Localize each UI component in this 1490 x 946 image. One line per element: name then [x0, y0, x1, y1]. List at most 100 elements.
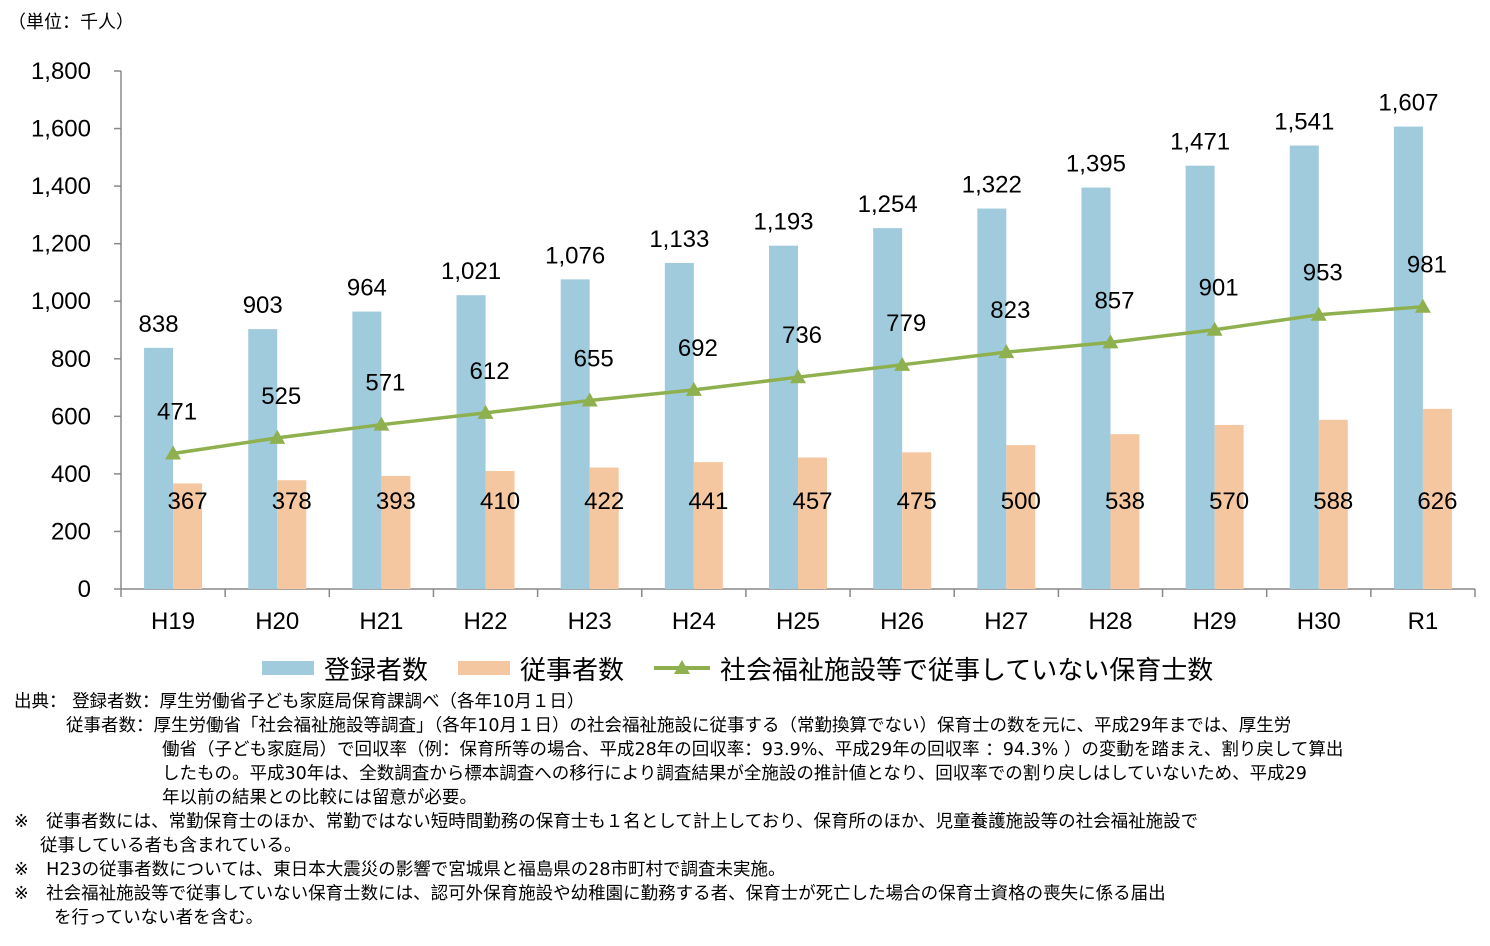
- line-marker: [581, 392, 598, 407]
- unit-label: （単位：千人）: [8, 12, 134, 33]
- bar-registered: [352, 311, 382, 589]
- x-tick-label: H20: [255, 608, 299, 635]
- line-marker: [1310, 306, 1327, 321]
- data-label-employed: 393: [376, 488, 416, 515]
- legend-label-employed: 従事者数: [520, 655, 625, 686]
- legend: 登録者数 従事者数 社会福祉施設等で従事していない保育士数: [262, 648, 1243, 688]
- legend-label-not-employed: 社会福祉施設等で従事していない保育士数: [720, 655, 1214, 686]
- x-tick-label: H30: [1297, 608, 1341, 635]
- data-label-employed: 457: [792, 488, 832, 515]
- x-tick-label: R1: [1408, 608, 1439, 635]
- y-tick-label: 1,000: [31, 288, 91, 315]
- y-tick-label: 400: [51, 461, 91, 488]
- bar-employed: [485, 471, 515, 589]
- note-line: ※ 社会福祉施設等で従事していない保育士数には、認可外保育施設や幼稚園に勤務する…: [14, 884, 1166, 904]
- legend-item-employed: 従事者数: [458, 650, 624, 687]
- note-line: 従事している者も含まれている。: [40, 836, 302, 856]
- bar-registered: [664, 262, 694, 589]
- data-label-employed: 422: [584, 488, 624, 515]
- note-line: ※ H23の従事者数については、東日本大震災の影響で宮城県と福島県の28市町村で…: [14, 860, 786, 880]
- axes: 0 200 400 600 800 1,000 1,200 1,400 1,600 1,800 H1…: [31, 58, 1476, 635]
- line-marker: [998, 344, 1015, 359]
- data-label-employed: 378: [272, 488, 312, 515]
- x-tick-label: H29: [1193, 608, 1237, 635]
- x-tick-label: H27: [984, 608, 1028, 635]
- data-label-not-employed: 857: [1094, 287, 1134, 314]
- bar-registered: [1289, 145, 1319, 590]
- data-label-registered: 1,395: [1066, 151, 1126, 178]
- legend-item-registered: 登録者数: [262, 650, 428, 687]
- y-tick-label: 1,400: [31, 173, 91, 200]
- x-tick-label: H19: [151, 608, 195, 635]
- bar-registered: [873, 228, 903, 590]
- line-marker: [1414, 298, 1431, 313]
- bar-registered: [144, 347, 174, 589]
- line-marker: [1102, 334, 1119, 349]
- data-label-employed: 441: [688, 488, 728, 515]
- bar-employed: [1006, 445, 1036, 589]
- legend-swatch-not-employed: [654, 660, 711, 674]
- data-label-registered: 903: [243, 292, 283, 319]
- bar-employed: [277, 480, 307, 589]
- bar-registered: [456, 295, 486, 589]
- line-marker: [269, 429, 286, 444]
- x-tick-label: H22: [464, 608, 508, 635]
- x-tick-label: H23: [568, 608, 612, 635]
- line-marker: [373, 416, 390, 431]
- bar-employed: [798, 457, 827, 589]
- note-line: を行っていない者を含む。: [54, 908, 264, 928]
- data-label-registered: 1,322: [962, 172, 1022, 199]
- bar-employed: [1214, 424, 1244, 589]
- bar-employed: [1422, 408, 1452, 589]
- note-line: 従事者数：厚生労働省「社会福祉施設等調査」（各年10月１日）の社会福祉施設に従事…: [66, 716, 1292, 736]
- data-label-registered: 1,471: [1170, 129, 1230, 156]
- bar-registered: [1393, 126, 1423, 590]
- bars: [144, 126, 1452, 590]
- y-tick-label: 600: [51, 403, 91, 430]
- bar-registered: [977, 208, 1007, 589]
- data-label-registered: 1,541: [1274, 109, 1334, 136]
- legend-label-registered: 登録者数: [324, 655, 429, 686]
- data-label-employed: 367: [168, 488, 208, 515]
- data-label-not-employed: 471: [157, 398, 197, 425]
- data-label-registered: 1,607: [1378, 90, 1438, 117]
- data-label-not-employed: 981: [1407, 252, 1447, 279]
- y-tick-label: 800: [51, 346, 91, 373]
- bar-employed: [589, 467, 619, 589]
- bar-employed: [1110, 434, 1140, 589]
- data-label-registered: 838: [139, 311, 179, 338]
- data-label-not-employed: 736: [782, 322, 822, 349]
- data-label-not-employed: 612: [470, 358, 510, 385]
- bar-employed: [902, 452, 932, 589]
- line-marker: [1206, 321, 1223, 336]
- x-tick-label: H21: [359, 608, 403, 635]
- data-label-not-employed: 901: [1199, 275, 1239, 302]
- note-line: ※ 従事者数には、常勤保育士のほか、常勤ではない短時間勤務の保育士も１名として計…: [14, 812, 1199, 832]
- line-marker: [894, 356, 911, 371]
- bar-employed: [381, 475, 411, 589]
- y-tick-label: 0: [78, 576, 91, 603]
- data-label-not-employed: 953: [1303, 260, 1343, 287]
- data-label-registered: 1,254: [858, 191, 918, 218]
- bar-employed: [1318, 419, 1348, 589]
- legend-item-not-employed: 社会福祉施設等で従事していない保育士数: [654, 650, 1213, 687]
- data-label-registered: 1,021: [441, 258, 501, 285]
- data-label-employed: 570: [1209, 488, 1249, 515]
- data-label-employed: 588: [1313, 488, 1353, 515]
- y-tick-label: 1,800: [31, 58, 91, 85]
- note-line: 働省（子ども家庭局）で回収率（例：保育所等の場合、平成28年の回収率：93.9%…: [162, 740, 1344, 760]
- line-series: [165, 298, 1431, 460]
- note-line: 年以前の結果との比較には留意が必要。: [162, 788, 477, 808]
- data-label-not-employed: 823: [990, 297, 1030, 324]
- line-marker: [165, 445, 182, 460]
- legend-swatch-registered: [262, 661, 314, 675]
- data-label-registered: 1,133: [649, 226, 709, 253]
- bar-registered: [248, 329, 278, 589]
- line-marker: [685, 381, 702, 396]
- note-line: 出典： 登録者数：厚生労働省子ども家庭局保育課調べ（各年10月１日）: [14, 692, 585, 712]
- data-labels: 838 367 903 378 964 393 1,021 410 1,076 422 1,133 4…: [139, 90, 1458, 515]
- data-label-employed: 500: [1001, 488, 1041, 515]
- data-label-registered: 964: [347, 275, 387, 302]
- bar-registered: [560, 279, 590, 589]
- bar-registered: [1185, 165, 1215, 589]
